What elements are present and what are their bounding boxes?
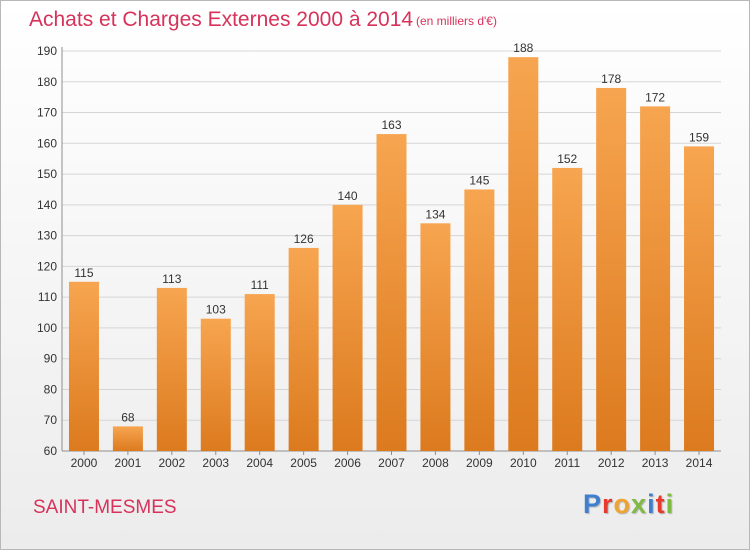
bar <box>200 318 231 451</box>
data-label: 152 <box>557 152 577 166</box>
bar <box>244 294 275 451</box>
x-tick-label: 2002 <box>158 456 185 470</box>
y-tick-label: 110 <box>38 290 57 304</box>
x-tick-label: 2006 <box>334 456 361 470</box>
logo-letter: i <box>665 489 675 519</box>
x-tick-label: 2013 <box>642 456 669 470</box>
data-label: 115 <box>74 266 93 280</box>
y-tick-label: 180 <box>37 75 57 89</box>
y-tick-label: 140 <box>37 198 57 212</box>
x-tick-label: 2007 <box>378 456 405 470</box>
data-label: 172 <box>645 90 665 104</box>
chart-subtitle: (en milliers d'€) <box>416 14 497 28</box>
bar <box>156 287 187 451</box>
data-label: 178 <box>601 72 621 86</box>
y-tick-label: 170 <box>37 106 57 120</box>
bar <box>464 189 495 451</box>
logo-letter: o <box>613 489 632 519</box>
bar <box>508 57 539 452</box>
bar <box>420 223 451 451</box>
bar <box>376 134 407 452</box>
data-label: 111 <box>251 278 270 292</box>
x-tick-label: 2012 <box>598 456 625 470</box>
y-tick-label: 160 <box>37 136 57 150</box>
data-label: 103 <box>206 303 226 317</box>
bar <box>684 146 715 451</box>
data-label: 145 <box>469 173 489 187</box>
logo-letter: P <box>583 489 603 519</box>
x-tick-label: 2009 <box>466 456 493 470</box>
x-tick-label: 2004 <box>246 456 273 470</box>
y-tick-label: 60 <box>44 444 58 458</box>
chart-title: Achats et Charges Externes 2000 à 2014 <box>29 8 414 31</box>
y-tick-label: 90 <box>44 352 58 366</box>
y-tick-label: 130 <box>37 229 57 243</box>
data-label: 126 <box>294 232 314 246</box>
bar <box>596 87 627 451</box>
bar <box>112 426 143 451</box>
data-label: 163 <box>381 118 401 132</box>
bar <box>552 167 583 451</box>
y-tick-label: 80 <box>44 382 58 396</box>
x-tick-label: 2008 <box>422 456 449 470</box>
x-tick-label: 2014 <box>686 456 713 470</box>
x-tick-label: 2003 <box>202 456 229 470</box>
logo-letter: x <box>631 489 648 519</box>
logo-letter: t <box>655 489 666 519</box>
x-tick-label: 2005 <box>290 456 317 470</box>
y-tick-label: 150 <box>37 167 57 181</box>
y-tick-label: 100 <box>37 321 57 335</box>
logo-letter: i <box>647 489 656 519</box>
y-tick-label: 190 <box>37 44 57 58</box>
bar <box>68 281 99 451</box>
bar <box>640 106 671 451</box>
x-tick-label: 2010 <box>510 456 537 470</box>
bar <box>332 204 363 451</box>
logo-letter: r <box>602 489 614 519</box>
y-tick-label: 70 <box>44 413 58 427</box>
proxiti-logo[interactable]: Proxiti <box>583 489 674 520</box>
x-tick-label: 2000 <box>71 456 98 470</box>
y-tick-label: 120 <box>37 259 57 273</box>
data-label: 140 <box>338 189 358 203</box>
data-label: 68 <box>121 410 135 424</box>
city-name: SAINT-MESMES <box>33 497 177 518</box>
x-tick-label: 2011 <box>554 456 580 470</box>
data-label: 113 <box>162 272 181 286</box>
data-label: 159 <box>689 130 709 144</box>
data-label: 188 <box>513 41 533 55</box>
bar <box>288 247 319 451</box>
data-label: 134 <box>425 207 445 221</box>
x-tick-label: 2001 <box>115 456 142 470</box>
